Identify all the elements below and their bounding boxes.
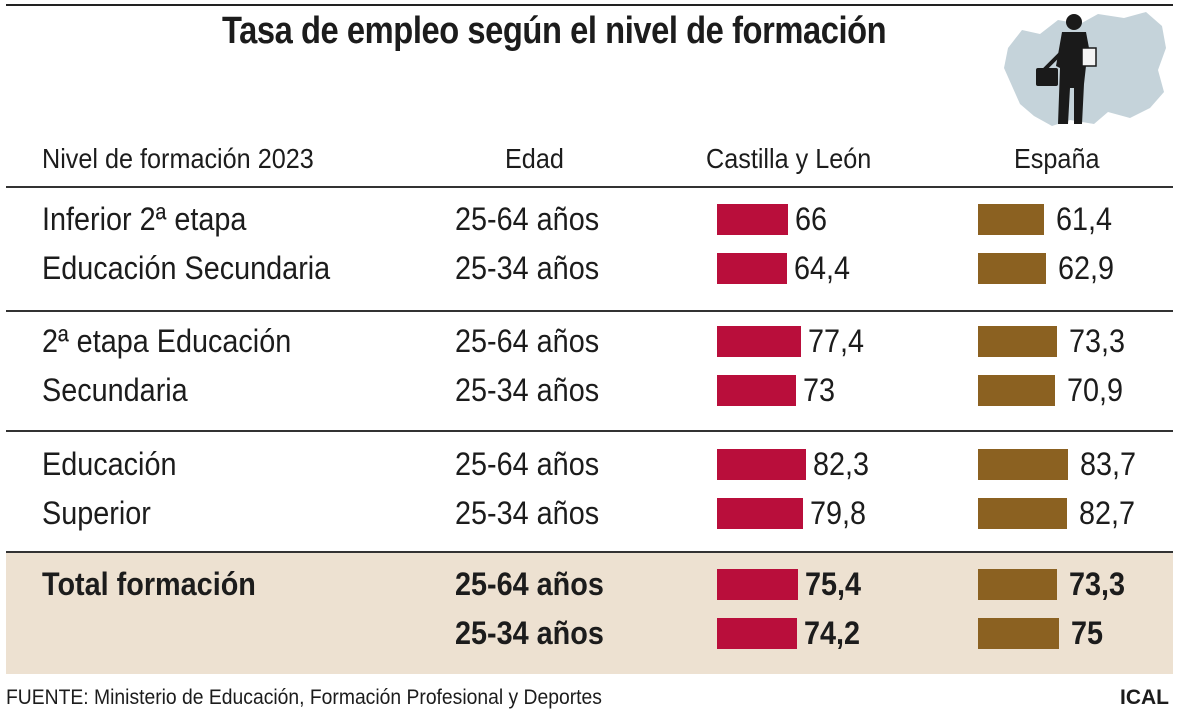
top-rule [6, 4, 1173, 6]
group-label: Educación Secundaria [42, 250, 331, 286]
value-castilla-leon: 74,2 [804, 615, 861, 651]
group-label: Superior [42, 495, 151, 531]
bar-espana [978, 204, 1044, 235]
bar-castilla-leon [717, 498, 803, 529]
value-castilla-leon: 79,8 [810, 495, 867, 531]
bar-espana [978, 449, 1068, 480]
age-label: 25-64 años [455, 566, 604, 602]
value-espana: 83,7 [1080, 446, 1137, 482]
bar-espana [978, 498, 1067, 529]
age-label: 25-34 años [455, 495, 600, 531]
bar-castilla-leon [717, 449, 806, 480]
bar-espana [978, 618, 1059, 649]
header-age: Edad [505, 143, 564, 174]
header-level: Nivel de formación 2023 [42, 143, 314, 174]
bar-castilla-leon [717, 204, 788, 235]
group-label: Total formación [42, 566, 256, 602]
value-castilla-leon: 64,4 [794, 250, 851, 286]
value-espana: 82,7 [1079, 495, 1136, 531]
value-espana: 61,4 [1056, 201, 1113, 237]
source-note: FUENTE: Ministerio de Educación, Formaci… [6, 686, 602, 709]
divider [6, 186, 1173, 188]
divider [6, 310, 1173, 312]
group-label: Inferior 2ª etapa [42, 201, 247, 237]
group-label: 2ª etapa Educación [42, 323, 292, 359]
bar-castilla-leon [717, 253, 787, 284]
bar-espana [978, 326, 1057, 357]
age-label: 25-34 años [455, 615, 604, 651]
age-label: 25-34 años [455, 250, 600, 286]
value-espana: 73,3 [1069, 566, 1126, 602]
header-cyl: Castilla y León [706, 143, 872, 174]
bar-castilla-leon [717, 326, 801, 357]
age-label: 25-64 años [455, 446, 600, 482]
age-label: 25-64 años [455, 201, 600, 237]
age-label: 25-64 años [455, 323, 600, 359]
bar-espana [978, 253, 1046, 284]
bar-castilla-leon [717, 618, 797, 649]
value-castilla-leon: 66 [795, 201, 828, 237]
value-espana: 70,9 [1067, 372, 1124, 408]
group-label: Educación [42, 446, 177, 482]
worker-silhouette-map-icon [1004, 12, 1166, 126]
value-castilla-leon: 77,4 [808, 323, 865, 359]
value-espana: 62,9 [1058, 250, 1115, 286]
credit: ICAL [1120, 686, 1169, 709]
bar-castilla-leon [717, 569, 798, 600]
divider [6, 551, 1173, 553]
value-castilla-leon: 82,3 [813, 446, 870, 482]
value-castilla-leon: 73 [803, 372, 836, 408]
header-esp: España [1014, 143, 1100, 174]
value-castilla-leon: 75,4 [805, 566, 862, 602]
bar-espana [978, 375, 1055, 406]
chart-title: Tasa de empleo según el nivel de formaci… [222, 10, 887, 52]
divider [6, 430, 1173, 432]
value-espana: 75 [1071, 615, 1104, 651]
bar-espana [978, 569, 1057, 600]
group-label: Secundaria [42, 372, 188, 408]
bar-castilla-leon [717, 375, 796, 406]
value-espana: 73,3 [1069, 323, 1126, 359]
age-label: 25-34 años [455, 372, 600, 408]
